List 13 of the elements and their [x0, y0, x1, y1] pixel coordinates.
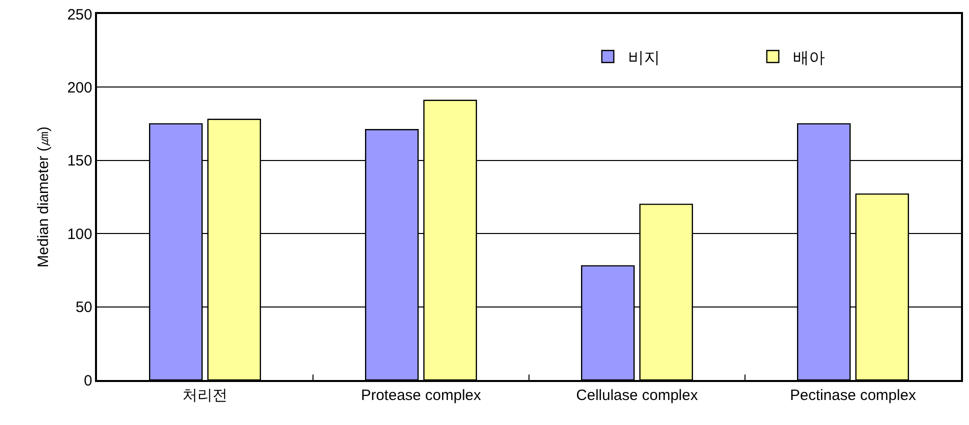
legend-label: 배아 [792, 50, 825, 67]
y-tick-label: 50 [76, 299, 92, 316]
y-axis-title: Median diameter (㎛) [34, 126, 52, 268]
x-tick-label: Pectinase complex [790, 387, 916, 404]
y-tick-label: 250 [67, 6, 92, 24]
y-tick-label: 150 [67, 152, 92, 170]
x-tick-label: 처리전 [182, 387, 228, 404]
y-tick-label: 100 [67, 226, 92, 243]
y-tick-label: 200 [67, 79, 92, 96]
x-tick-label: Cellulase complex [576, 387, 698, 404]
x-tick-label: Protease complex [360, 387, 482, 404]
legend-label: 비지 [628, 50, 660, 67]
y-tick-label: 0 [84, 372, 92, 390]
